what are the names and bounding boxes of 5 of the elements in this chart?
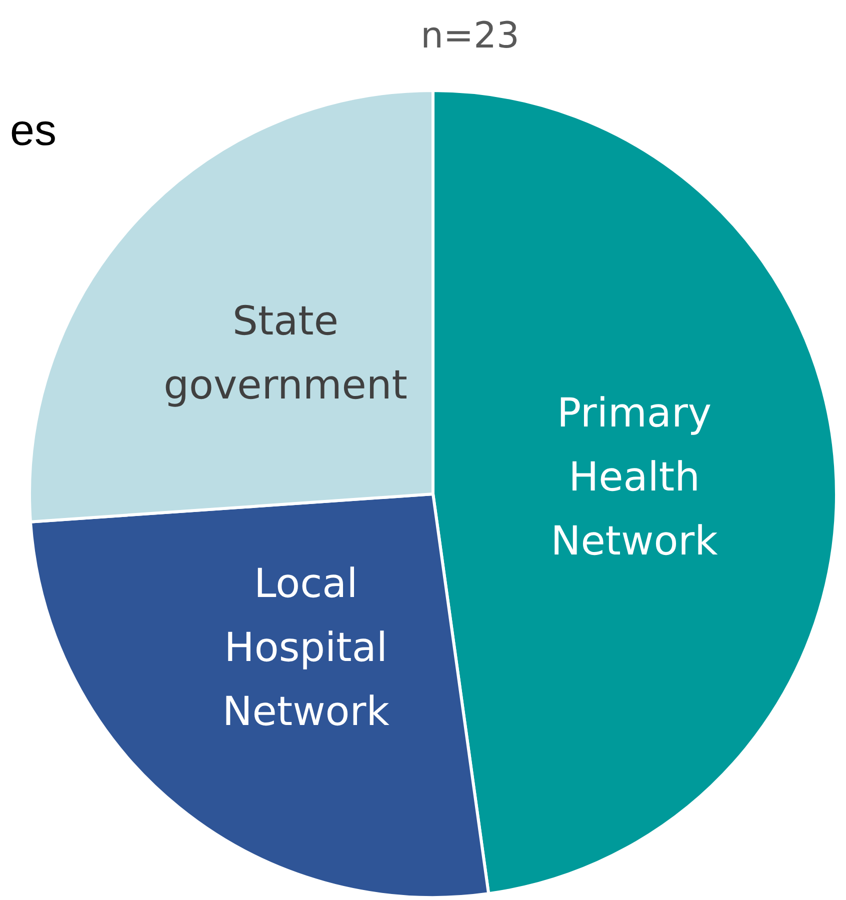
slice-label: Primary Health Network: [550, 390, 719, 564]
text: es: [10, 106, 56, 156]
slice-label: State government: [164, 298, 408, 409]
slice-label: Local Hospital Network: [222, 561, 390, 736]
chart-subtitle: n=23: [420, 15, 520, 56]
